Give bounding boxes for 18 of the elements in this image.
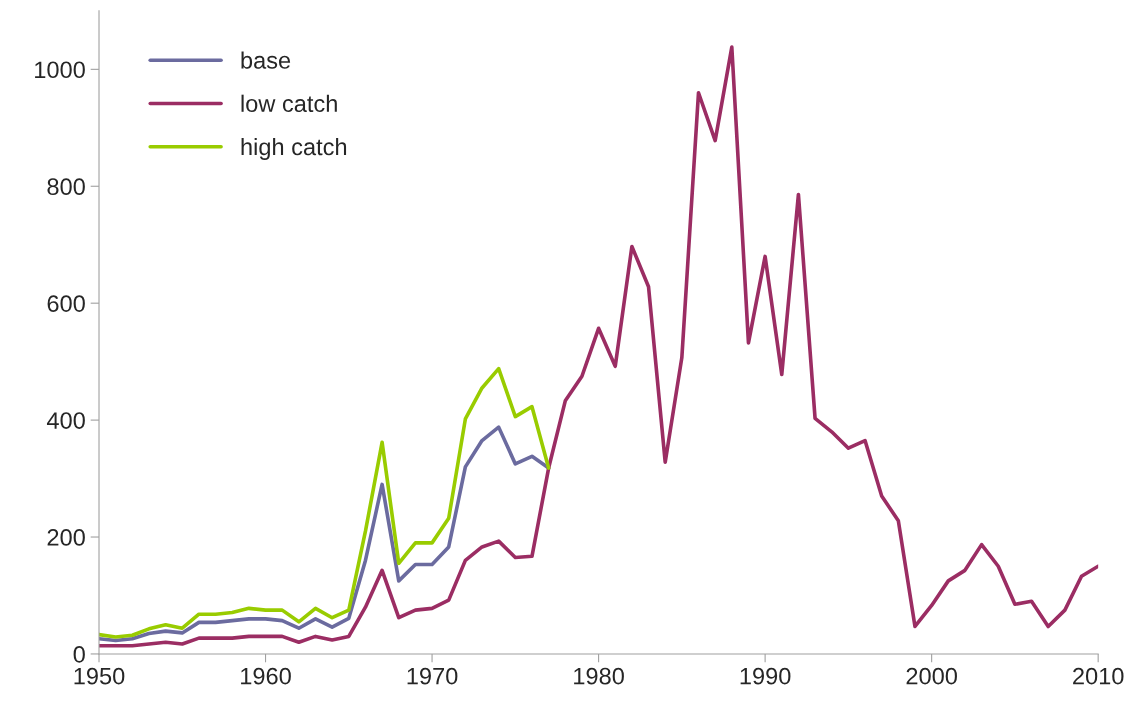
x-tick-label: 2010: [1073, 667, 1124, 685]
x-tick-label: 2000: [906, 667, 957, 685]
y-tick-label: 1000: [35, 61, 85, 79]
legend-label: base: [241, 51, 291, 69]
x-tick-label: 1990: [740, 667, 791, 685]
legend-label: low catch: [241, 94, 337, 113]
y-tick-label: 200: [47, 529, 85, 546]
x-tick-label: 1970: [407, 667, 458, 685]
y-tick-label: 800: [47, 178, 85, 196]
y-tick-label: 400: [46, 412, 85, 429]
y-tick-label: 600: [47, 295, 85, 312]
x-tick-label: 1960: [241, 667, 291, 685]
line-series: [99, 45, 1099, 648]
line-series: [99, 366, 551, 639]
legend-label: high catch: [241, 137, 347, 160]
y-tick-label: 0: [73, 646, 85, 663]
x-tick-label: 1950: [74, 667, 125, 685]
x-tick-label: 1980: [574, 667, 624, 685]
